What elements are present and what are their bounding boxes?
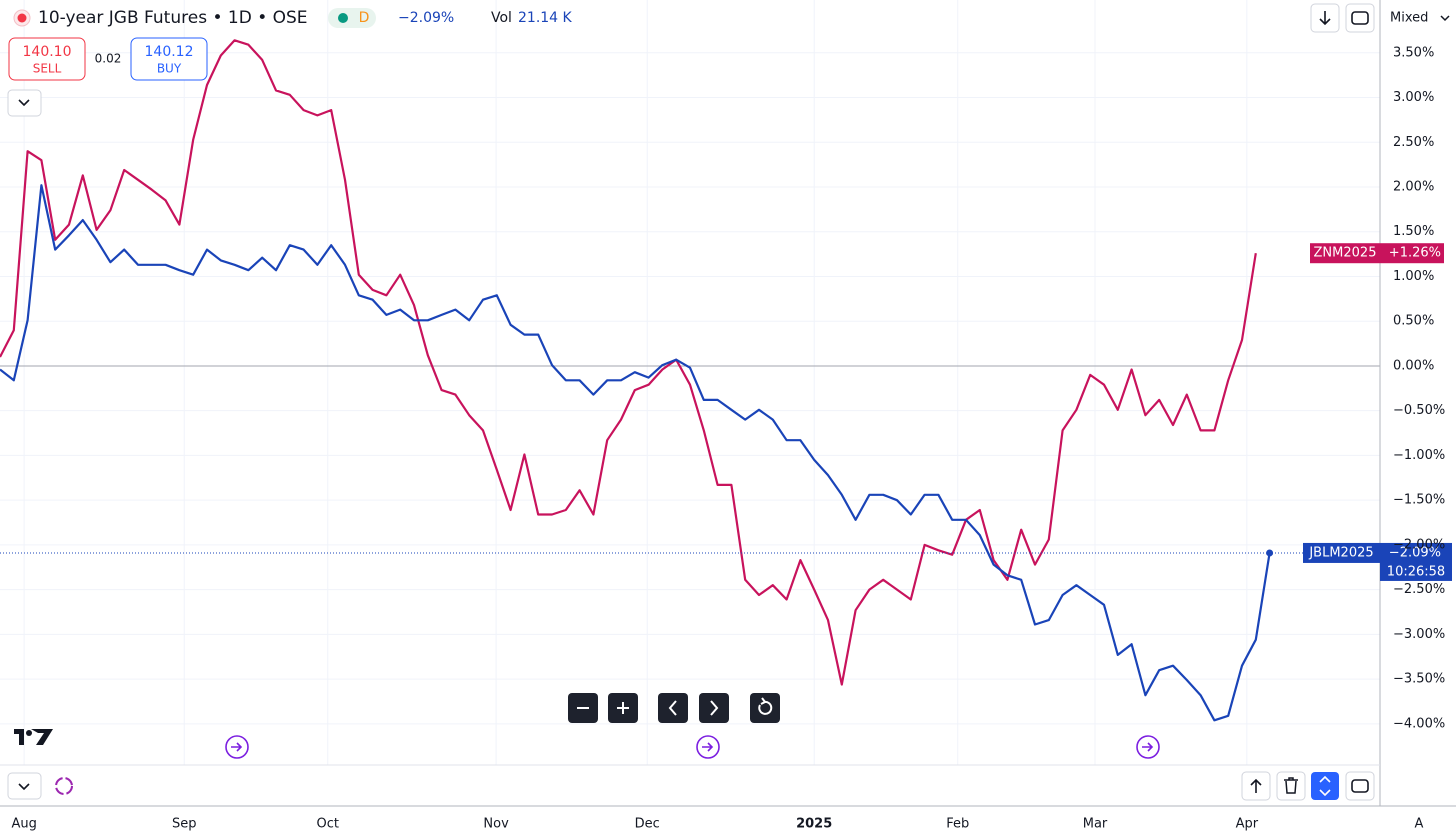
symbol-title: 10-year JGB Futures • 1D • OSE xyxy=(38,8,308,28)
chevron-icon xyxy=(18,99,30,107)
series-name-box xyxy=(1303,542,1380,563)
series-line xyxy=(0,39,1257,686)
y-tick-label: −2.00% xyxy=(1393,537,1445,552)
y-tick-label: −1.00% xyxy=(1393,448,1445,463)
vol-label: Vol xyxy=(491,10,512,26)
x-tick-label: 2025 xyxy=(796,817,832,832)
delete-button[interactable] xyxy=(1276,771,1306,801)
logo-dot xyxy=(26,730,32,736)
collapse-button[interactable] xyxy=(7,89,42,117)
chevron-icon xyxy=(18,783,30,791)
scale-button[interactable] xyxy=(1311,772,1339,800)
y-tick-label: 3.00% xyxy=(1393,90,1434,105)
y-tick-label: 1.50% xyxy=(1393,224,1434,239)
trash-icon xyxy=(1284,777,1298,794)
scale-mode: Mixed xyxy=(1390,11,1428,26)
x-tick-label: Sep xyxy=(172,817,197,832)
y-tick-label: 0.50% xyxy=(1393,314,1434,329)
badge-bg xyxy=(328,8,376,28)
x-tick-label: Apr xyxy=(1236,817,1259,832)
left-icon xyxy=(668,700,677,716)
fullscreen-button[interactable] xyxy=(1345,3,1375,33)
event-arrow xyxy=(1142,742,1154,752)
change: −2.09% xyxy=(398,10,454,26)
nav-buttons xyxy=(568,693,780,723)
auto-scale: A xyxy=(1415,817,1424,832)
y-tick-label: −3.50% xyxy=(1393,672,1445,687)
y-tick-label: 3.50% xyxy=(1393,45,1434,60)
y-tick-label: 1.00% xyxy=(1393,269,1434,284)
sync-icon[interactable] xyxy=(55,777,73,795)
y-tick-label: −2.50% xyxy=(1393,582,1445,597)
last-value-label: +1.26% xyxy=(1389,246,1441,261)
frame-button[interactable] xyxy=(1345,771,1375,801)
x-tick-label: Aug xyxy=(11,817,36,832)
chevron-icon xyxy=(1440,15,1450,22)
y-tick-label: 2.50% xyxy=(1393,135,1434,150)
x-tick-label: Nov xyxy=(483,817,509,832)
right-icon xyxy=(710,700,719,716)
buy-label: BUY xyxy=(157,62,182,76)
x-tick-label: Dec xyxy=(635,817,660,832)
series-name: JBLM2025 xyxy=(1308,545,1373,560)
scroll-right-button[interactable] xyxy=(699,693,729,723)
event-icons xyxy=(225,735,1160,759)
toggle-button[interactable] xyxy=(7,772,42,800)
last-value-label: −2.09% xyxy=(1389,545,1441,560)
buy-button[interactable] xyxy=(130,37,208,81)
x-tick-label: Mar xyxy=(1083,817,1108,832)
vol-value: 21.14 K xyxy=(518,10,573,26)
last-point xyxy=(1266,549,1274,557)
last-value-box xyxy=(1380,542,1452,581)
series-name-box xyxy=(1310,243,1380,264)
reset-button[interactable] xyxy=(750,693,780,723)
down-icon xyxy=(1319,11,1331,26)
x-tick-label: Oct xyxy=(317,817,339,832)
last-value-box xyxy=(1380,243,1444,264)
logo xyxy=(14,729,53,745)
series-line xyxy=(0,184,1271,722)
frame-icon xyxy=(1351,779,1369,793)
grid xyxy=(0,0,1380,765)
sell-button[interactable] xyxy=(8,37,86,81)
overlay: ZNM2025 +1.26% JBLM2025 −2.09% 10:26:58 xyxy=(0,243,1452,581)
scale-mode-button[interactable] xyxy=(1384,4,1456,32)
y-tick-label: −4.00% xyxy=(1393,716,1445,731)
updown-icon xyxy=(1319,775,1331,797)
y-tick-label: 2.00% xyxy=(1393,180,1434,195)
y-tick-label: −0.50% xyxy=(1393,403,1445,418)
reset-icon xyxy=(758,697,773,715)
series-name: ZNM2025 xyxy=(1314,246,1377,261)
y-tick-label: −1.50% xyxy=(1393,493,1445,508)
sell-label: SELL xyxy=(33,62,62,76)
y-tick-label: −3.00% xyxy=(1393,627,1445,642)
x-tick-label: Feb xyxy=(946,817,969,832)
lines xyxy=(0,39,1271,722)
up-icon xyxy=(1250,778,1262,793)
y-tick-label: 0.00% xyxy=(1393,358,1434,373)
buy-price: 140.12 xyxy=(145,44,194,60)
sell-price: 140.10 xyxy=(23,44,72,60)
frame-icon xyxy=(1351,11,1369,25)
countdown: 10:26:58 xyxy=(1387,564,1445,579)
status-dot xyxy=(17,13,27,23)
plus-icon xyxy=(617,702,629,714)
badge-text: D xyxy=(359,10,370,26)
spread: 0.02 xyxy=(95,52,122,66)
event-arrow xyxy=(702,742,714,752)
scroll-left-button[interactable] xyxy=(658,693,688,723)
badge-dot xyxy=(338,13,348,23)
event-arrow xyxy=(231,742,243,752)
